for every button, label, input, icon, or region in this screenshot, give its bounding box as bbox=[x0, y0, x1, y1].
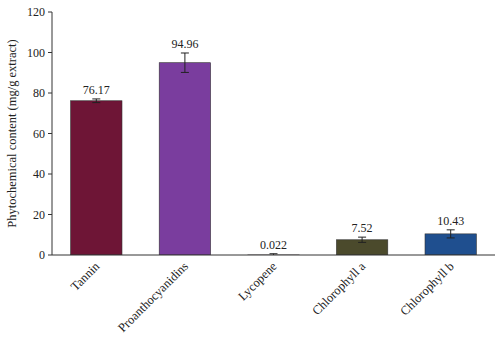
data-label: 10.43 bbox=[437, 214, 464, 228]
y-tick-label: 0 bbox=[39, 248, 45, 262]
y-tick bbox=[48, 93, 52, 94]
data-label: 7.52 bbox=[352, 221, 373, 235]
category-label: Lycopene bbox=[235, 259, 280, 304]
y-tick-label: 80 bbox=[33, 86, 45, 100]
bar bbox=[159, 63, 210, 255]
error-cap bbox=[358, 242, 366, 243]
bar bbox=[71, 101, 122, 255]
error-cap bbox=[447, 229, 455, 230]
error-bar bbox=[447, 230, 455, 238]
labels: 76.17 Tannin 94.96 Proanthocyanidins 0.022 Ly… bbox=[68, 37, 464, 335]
y-tick-label: 40 bbox=[33, 167, 45, 181]
error-cap bbox=[181, 72, 189, 73]
error-bar bbox=[181, 53, 189, 72]
error-cap bbox=[447, 237, 455, 238]
error-cap bbox=[92, 102, 100, 103]
data-label: 76.17 bbox=[83, 83, 110, 97]
y-tick bbox=[48, 12, 52, 13]
category-label: Proanthocyanidins bbox=[115, 259, 191, 335]
y-tick bbox=[48, 214, 52, 215]
y-tick-label: 120 bbox=[27, 5, 45, 19]
error-cap bbox=[358, 237, 366, 238]
error-bar bbox=[92, 99, 100, 103]
category-label: Tannin bbox=[68, 259, 103, 294]
error-cap bbox=[92, 98, 100, 99]
chart-svg: 76.17 Tannin 94.96 Proanthocyanidins 0.022 Ly… bbox=[0, 0, 500, 345]
data-label: 0.022 bbox=[260, 238, 287, 252]
y-tick bbox=[48, 255, 52, 256]
y-tick-label: 20 bbox=[33, 208, 45, 222]
x-axis bbox=[52, 255, 495, 256]
y-tick bbox=[48, 174, 52, 175]
y-axis-label: Phytochemical content (mg/g extract) bbox=[5, 39, 19, 227]
y-tick-label: 100 bbox=[27, 46, 45, 60]
y-tick-label: 60 bbox=[33, 127, 45, 141]
category-label: Chlorophyll a bbox=[309, 259, 368, 318]
error-stem bbox=[362, 237, 363, 242]
y-tick bbox=[48, 133, 52, 134]
category-label: Chlorophyll b bbox=[398, 259, 457, 318]
data-label: 94.96 bbox=[171, 37, 198, 51]
error-stem bbox=[450, 230, 451, 238]
y-tick bbox=[48, 52, 52, 53]
chart-root: 76.17 Tannin 94.96 Proanthocyanidins 0.022 Ly… bbox=[0, 0, 500, 345]
bar bbox=[336, 240, 387, 255]
error-stem bbox=[184, 53, 185, 72]
error-cap bbox=[181, 52, 189, 53]
bars bbox=[71, 53, 477, 255]
error-cap bbox=[270, 253, 278, 254]
error-stem bbox=[96, 99, 97, 103]
error-bar bbox=[358, 237, 366, 242]
